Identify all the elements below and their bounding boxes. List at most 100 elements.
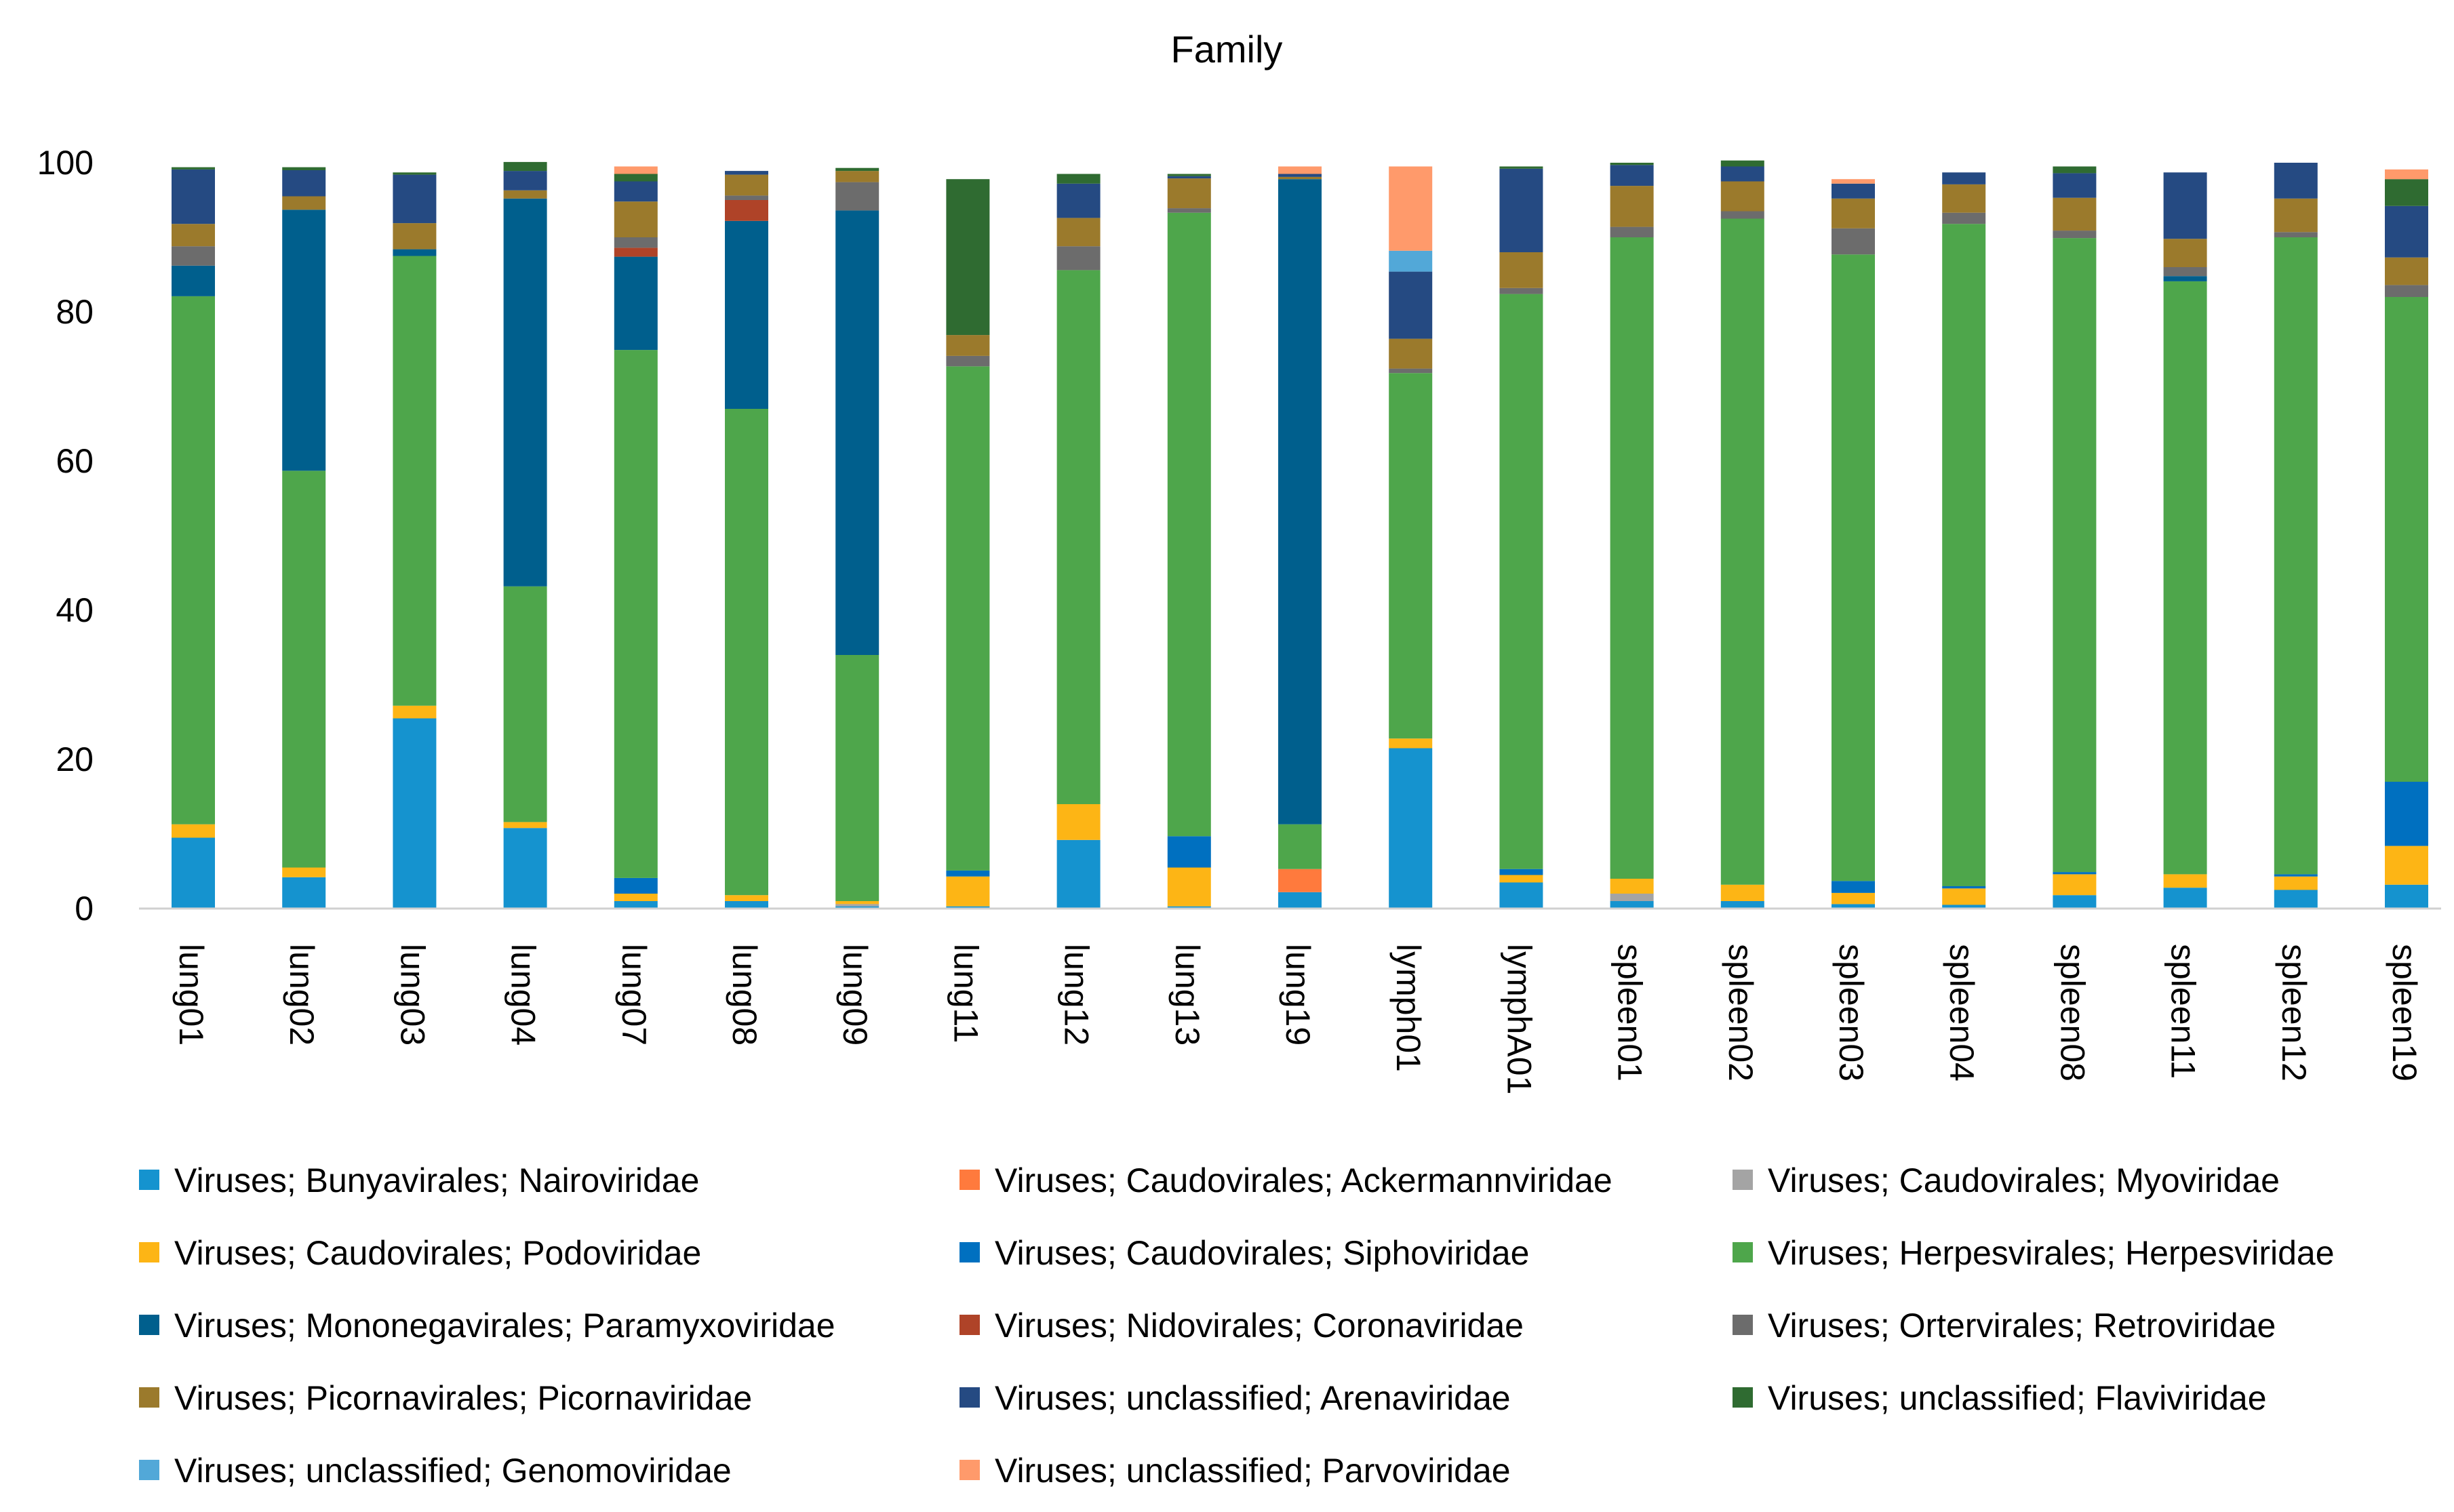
bar-segment [172, 224, 215, 247]
legend-label: Viruses; unclassified; Parvoviridae [995, 1452, 1511, 1490]
bar-segment [1389, 250, 1433, 272]
legend-item: Viruses; Nidovirales; Coronaviridae [959, 1307, 1524, 1345]
bar-segment [725, 171, 768, 175]
bar-segment [2274, 874, 2318, 877]
legend-item: Viruses; Mononegavirales; Paramyxovirida… [139, 1307, 835, 1345]
bar-segment [946, 870, 990, 877]
bar-segment [835, 906, 879, 909]
legend-swatch [959, 1170, 980, 1190]
legend-item: Viruses; unclassified; Parvoviridae [959, 1452, 1511, 1490]
bar-segment [614, 181, 658, 202]
bar-segment [1278, 174, 1322, 177]
bar-segment [2274, 198, 2318, 233]
bar-segment [172, 265, 215, 296]
bar-segment [1720, 211, 1764, 219]
bar-segment [172, 837, 215, 909]
bar-segment [946, 355, 990, 367]
bar-segment [1499, 168, 1543, 252]
bar-segment [282, 170, 326, 197]
legend-swatch [959, 1387, 980, 1408]
bar-segment [2053, 874, 2097, 896]
bar-segment [835, 904, 879, 907]
bar-segment [2385, 257, 2428, 285]
y-tick-label: 40 [56, 591, 94, 629]
bar-stack-lung19 [1278, 166, 1322, 909]
bar-segment [1942, 886, 1986, 889]
bar-stack-lung01 [172, 167, 215, 909]
bar-segment [282, 167, 326, 170]
bar-segment [614, 877, 658, 894]
bar-stack-spleen11 [2163, 172, 2207, 909]
bar-stack-lung09 [835, 167, 879, 909]
legend-swatch [139, 1460, 159, 1480]
legend-swatch [1733, 1170, 1753, 1190]
legend-item: Viruses; unclassified; Genomoviridae [139, 1452, 732, 1490]
bar-segment [1389, 166, 1433, 251]
bar-segment [282, 471, 326, 868]
bar-segment [2385, 297, 2428, 782]
x-tick-label: spleen19 [2386, 944, 2423, 1081]
bar-segment [2053, 872, 2097, 875]
bar-segment [614, 256, 658, 351]
x-tick-label: lung09 [836, 944, 874, 1046]
bar-segment [2274, 163, 2318, 199]
bar-segment [1720, 218, 1764, 885]
bar-segment [1720, 901, 1764, 909]
bar-segment [1056, 804, 1101, 840]
y-tick-label: 80 [56, 293, 94, 331]
bar-segment [1278, 824, 1322, 869]
bar-segment [1167, 178, 1211, 209]
bar-segment [1499, 287, 1543, 294]
bar-segment [1942, 888, 1986, 905]
y-tick-label: 60 [56, 442, 94, 480]
bar-stack-lymph01 [1389, 166, 1433, 909]
legend-label: Viruses; Herpesvirales; Herpesviridae [1768, 1234, 2335, 1272]
bar-segment [725, 220, 768, 409]
bar-stack-spleen01 [1610, 163, 1654, 909]
bar-segment [1389, 373, 1433, 739]
bar-segment [503, 198, 547, 586]
legend-label: Viruses; Caudovirales; Siphoviridae [995, 1234, 1529, 1272]
x-tick-label: spleen11 [2164, 944, 2202, 1079]
legend-label: Viruses; Bunyavirales; Nairoviridae [174, 1161, 699, 1199]
bar-segment [2163, 888, 2207, 909]
x-tick-label: spleen02 [1722, 944, 1760, 1081]
bar-segment [393, 256, 437, 706]
legend-swatch [959, 1242, 980, 1262]
bar-segment [1499, 252, 1543, 288]
bar-stack-lung08 [725, 171, 768, 909]
legend-label: Viruses; unclassified; Flaviviridae [1768, 1379, 2267, 1417]
bar-segment [1499, 875, 1543, 883]
x-tick-label: lymphA01 [1500, 944, 1538, 1094]
bar-segment [1389, 738, 1433, 749]
x-tick-label: lymph01 [1389, 944, 1427, 1072]
legend-swatch [1733, 1387, 1753, 1408]
bar-segment [725, 200, 768, 221]
bar-segment [393, 174, 437, 224]
y-axis: 0 20 40 60 80 100 [37, 144, 94, 928]
x-tick-label: lung11 [947, 944, 985, 1043]
legend-label: Viruses; Nidovirales; Coronaviridae [995, 1307, 1524, 1345]
x-tick-label: spleen03 [1832, 944, 1870, 1081]
bar-segment [614, 901, 658, 909]
bar-segment [172, 167, 215, 170]
bar-stack-spleen19 [2385, 169, 2428, 909]
bar-segment [2385, 205, 2428, 258]
bar-segment [1720, 160, 1764, 167]
bar-segment [946, 335, 990, 356]
bar-segment [1278, 179, 1322, 824]
bar-segment [1278, 869, 1322, 892]
bar-segment [393, 223, 437, 250]
bar-segment [1167, 867, 1211, 907]
bar-segment [614, 894, 658, 901]
bar-segment [946, 366, 990, 871]
bar-segment [835, 210, 879, 655]
bar-segment [282, 877, 326, 909]
bar-stack-lung13 [1167, 174, 1211, 909]
legend-label: Viruses; Mononegavirales; Paramyxovirida… [174, 1307, 835, 1345]
bar-segment [1942, 184, 1986, 213]
bar-segment [1942, 212, 1986, 224]
bar-segment [2274, 232, 2318, 237]
x-tick-label: lung07 [615, 944, 653, 1046]
bar-stack-spleen04 [1942, 172, 1986, 909]
